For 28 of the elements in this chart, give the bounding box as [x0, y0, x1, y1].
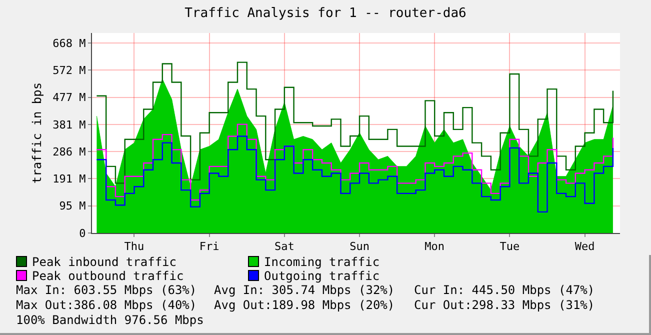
- text: Avg In: 305.74 Mbps (32%): [214, 283, 396, 298]
- x-tick-label: Tue: [500, 240, 520, 254]
- y-tick-label: 191 M: [52, 172, 86, 186]
- x-tick-label: Wed: [574, 240, 595, 254]
- text: 100% Bandwidth 976.56 Mbps: [16, 313, 205, 328]
- legend-label: Peak inbound traffic: [31, 255, 178, 269]
- text: Max Out:386.08 Mbps (40%): [16, 298, 198, 313]
- y-tick-label: 286 M: [52, 145, 86, 158]
- text: Cur Out:298.33 Mbps (31%): [414, 298, 596, 313]
- legend-label: Incoming traffic: [263, 255, 381, 269]
- text: Max In: 603.55 Mbps (63%): [16, 283, 198, 298]
- legend-label: Outgoing traffic: [263, 269, 381, 283]
- x-tick-label: Fri: [199, 240, 220, 254]
- x-tick-label: Mon: [424, 240, 445, 254]
- y-tick-label: 477 M: [52, 91, 86, 104]
- text: Cur In: 445.50 Mbps (47%): [414, 283, 596, 298]
- y-axis-title: traffic in bps: [30, 82, 44, 184]
- x-tick-label: Sun: [350, 240, 370, 254]
- y-tick-label: 0: [79, 226, 86, 240]
- legend-label: Peak outbound traffic: [31, 269, 185, 283]
- y-tick-label: 572 M: [52, 64, 86, 78]
- y-tick-label: 668 M: [52, 36, 86, 50]
- text: Avg Out:189.98 Mbps (20%): [214, 298, 396, 313]
- x-tick-label: Sat: [274, 240, 294, 254]
- y-tick-label: 95 M: [59, 200, 86, 213]
- x-tick-label: Thu: [124, 240, 144, 254]
- chart-title: Traffic Analysis for 1 -- router-da6: [184, 6, 466, 21]
- y-tick-label: 381 M: [52, 118, 86, 132]
